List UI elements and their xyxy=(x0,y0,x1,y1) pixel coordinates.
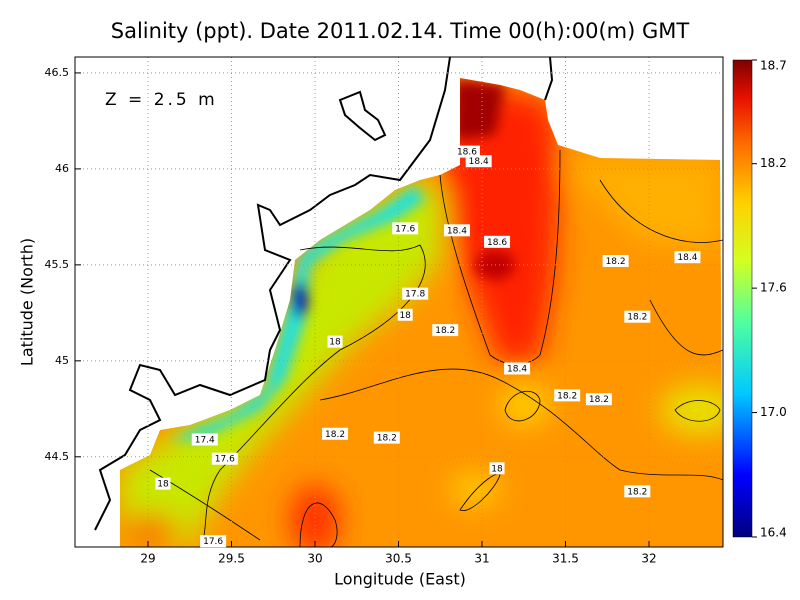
contour-label: 17.6 xyxy=(215,455,235,465)
contour-label: 18.2 xyxy=(589,395,609,405)
contour-label: 18.6 xyxy=(457,148,477,158)
x-tick-label: 32 xyxy=(641,552,656,566)
contour-label-box xyxy=(443,224,470,237)
contour-label-box xyxy=(392,222,419,235)
contour-label: 17.4 xyxy=(195,436,215,446)
contour-label-box xyxy=(465,155,492,168)
contour-label-box xyxy=(504,362,531,375)
contour-label: 18 xyxy=(399,311,411,321)
contour-label: 18.2 xyxy=(557,391,577,401)
contour-label: 18 xyxy=(491,464,503,474)
x-tick-label: 31 xyxy=(474,552,489,566)
contour-label-box xyxy=(402,287,429,300)
contour-label: 18.4 xyxy=(469,157,489,167)
colorbar-tick-label: 17.6 xyxy=(760,281,787,295)
y-tick-label: 46 xyxy=(55,162,69,175)
contour-label-box xyxy=(200,535,227,548)
coastline xyxy=(94,56,451,531)
contour-label: 17.6 xyxy=(203,537,223,547)
salinity-field xyxy=(120,78,723,547)
depth-label: Z = 2.5 m xyxy=(105,90,218,110)
colorbar-tick-label: 18.7 xyxy=(760,59,787,73)
lake xyxy=(338,90,387,142)
contour-label-box xyxy=(554,389,581,402)
y-tick-label: 45 xyxy=(55,354,69,367)
contour-label: 18.2 xyxy=(325,430,345,440)
contour-label: 18.2 xyxy=(627,487,647,497)
x-tick-label: 31.5 xyxy=(552,552,579,566)
x-tick-label: 29.5 xyxy=(218,552,245,566)
contour-label: 18.2 xyxy=(435,326,455,336)
contour-label: 18 xyxy=(157,480,169,490)
contour-label-box xyxy=(191,433,218,446)
colorbar-tick-label: 18.2 xyxy=(760,156,787,170)
contour-label-box xyxy=(585,393,612,406)
contour-label: 18.2 xyxy=(377,434,397,444)
contour-label-box xyxy=(624,485,651,498)
x-tick-label: 29 xyxy=(140,552,155,566)
contour-label: 18.2 xyxy=(627,313,647,323)
contour-label-box xyxy=(484,235,511,248)
contour-label-box xyxy=(373,431,400,444)
colorbar-tick-label: 17.0 xyxy=(760,405,787,419)
contour-label-box xyxy=(489,462,505,475)
contour-label-box xyxy=(453,145,480,158)
y-axis-label: Latitude (North) xyxy=(18,238,37,366)
coastline-east xyxy=(544,56,554,101)
contour-label: 18.2 xyxy=(606,257,626,267)
plot-frame xyxy=(74,56,724,548)
y-tick-label: 44.5 xyxy=(45,450,70,463)
contour-label: 18.4 xyxy=(507,365,527,375)
x-tick-label: 30.5 xyxy=(385,552,412,566)
contour-label: 17.8 xyxy=(405,290,425,300)
contour-label-box xyxy=(322,427,349,440)
colorbar-tick-label: 16.4 xyxy=(760,526,787,540)
contour-label-box xyxy=(602,255,629,268)
y-tick-label: 46.5 xyxy=(45,66,70,79)
contour-label: 18.6 xyxy=(487,238,507,248)
contour-label-box xyxy=(327,335,343,348)
title: Salinity (ppt). Date 2011.02.14. Time 00… xyxy=(111,19,690,43)
x-axis-label: Longitude (East) xyxy=(334,570,466,589)
contour-label-box xyxy=(397,308,413,321)
contour-label-box xyxy=(211,452,238,465)
contour-label: 18.4 xyxy=(677,253,697,263)
contour-label: 18 xyxy=(329,338,341,348)
contour-label-box xyxy=(432,324,459,337)
contour-label-box xyxy=(624,310,651,323)
contour-label-box xyxy=(674,251,701,264)
contour-label: 17.6 xyxy=(395,224,415,234)
contour-label-box xyxy=(155,477,171,490)
y-tick-label: 45.5 xyxy=(45,258,70,271)
x-tick-label: 30 xyxy=(307,552,322,566)
colorbar xyxy=(732,59,753,538)
contour-label: 18.4 xyxy=(447,226,467,236)
